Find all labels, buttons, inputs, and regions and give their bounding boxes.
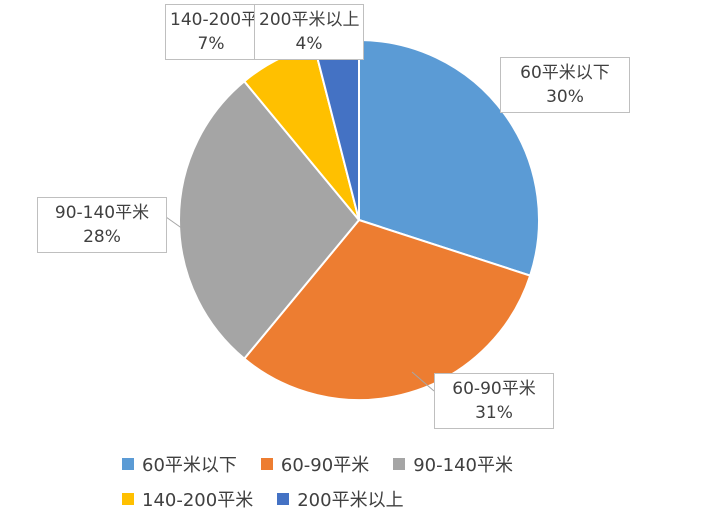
data-label-category: 60平米以下 [520,63,610,83]
data-label-value: 30% [546,87,584,107]
legend-item-60-90: 60-90平米 [260,451,370,477]
data-label-60-90: 60-90平米 31% [434,373,554,429]
data-label-category: 60-90平米 [452,379,536,399]
pie-slice-90-140 [178,79,361,361]
legend-item-140-200: 140-200平米 [122,486,253,512]
legend-item-90-140: 90-140平米 [393,451,513,477]
legend-label: 200平米以上 [297,490,404,511]
legend-item-200-above: 200平米以上 [277,486,404,512]
legend-label: 90-140平米 [413,455,513,476]
data-label-60-below: 60平米以下 30% [500,57,630,113]
legend-swatch [393,458,406,470]
data-label-category: 140-200平米 [170,10,257,30]
data-label-value: 28% [83,227,121,247]
data-label-value: 7% [197,34,225,54]
legend-label: 60-90平米 [280,455,370,476]
leader-line [411,371,435,392]
data-label-value: 4% [295,34,323,54]
legend-row-2: 140-200平米 200平米以上 [122,486,404,512]
legend-swatch [122,493,134,505]
data-label-category: 200平米以上 [259,10,360,30]
legend-swatch [277,493,290,505]
leader-line [165,216,184,230]
legend-label: 60平米以下 [142,455,237,476]
legend-swatch [122,458,134,470]
legend-swatch [260,458,273,470]
legend-item-60-below: 60平米以下 [122,451,237,477]
data-label-200-above: 200平米以上 4% [254,4,364,60]
pie-slice-60 [358,38,540,277]
data-label-90-140: 90-140平米 28% [37,197,167,253]
data-label-value: 31% [475,403,513,423]
legend-label: 140-200平米 [142,490,254,511]
data-label-140-200: 140-200平米 7% [165,4,257,60]
legend-row-1: 60平米以下 60-90平米 90-140平米 [122,451,513,477]
pie-slice-60-90 [242,218,532,401]
data-label-category: 90-140平米 [54,203,150,223]
